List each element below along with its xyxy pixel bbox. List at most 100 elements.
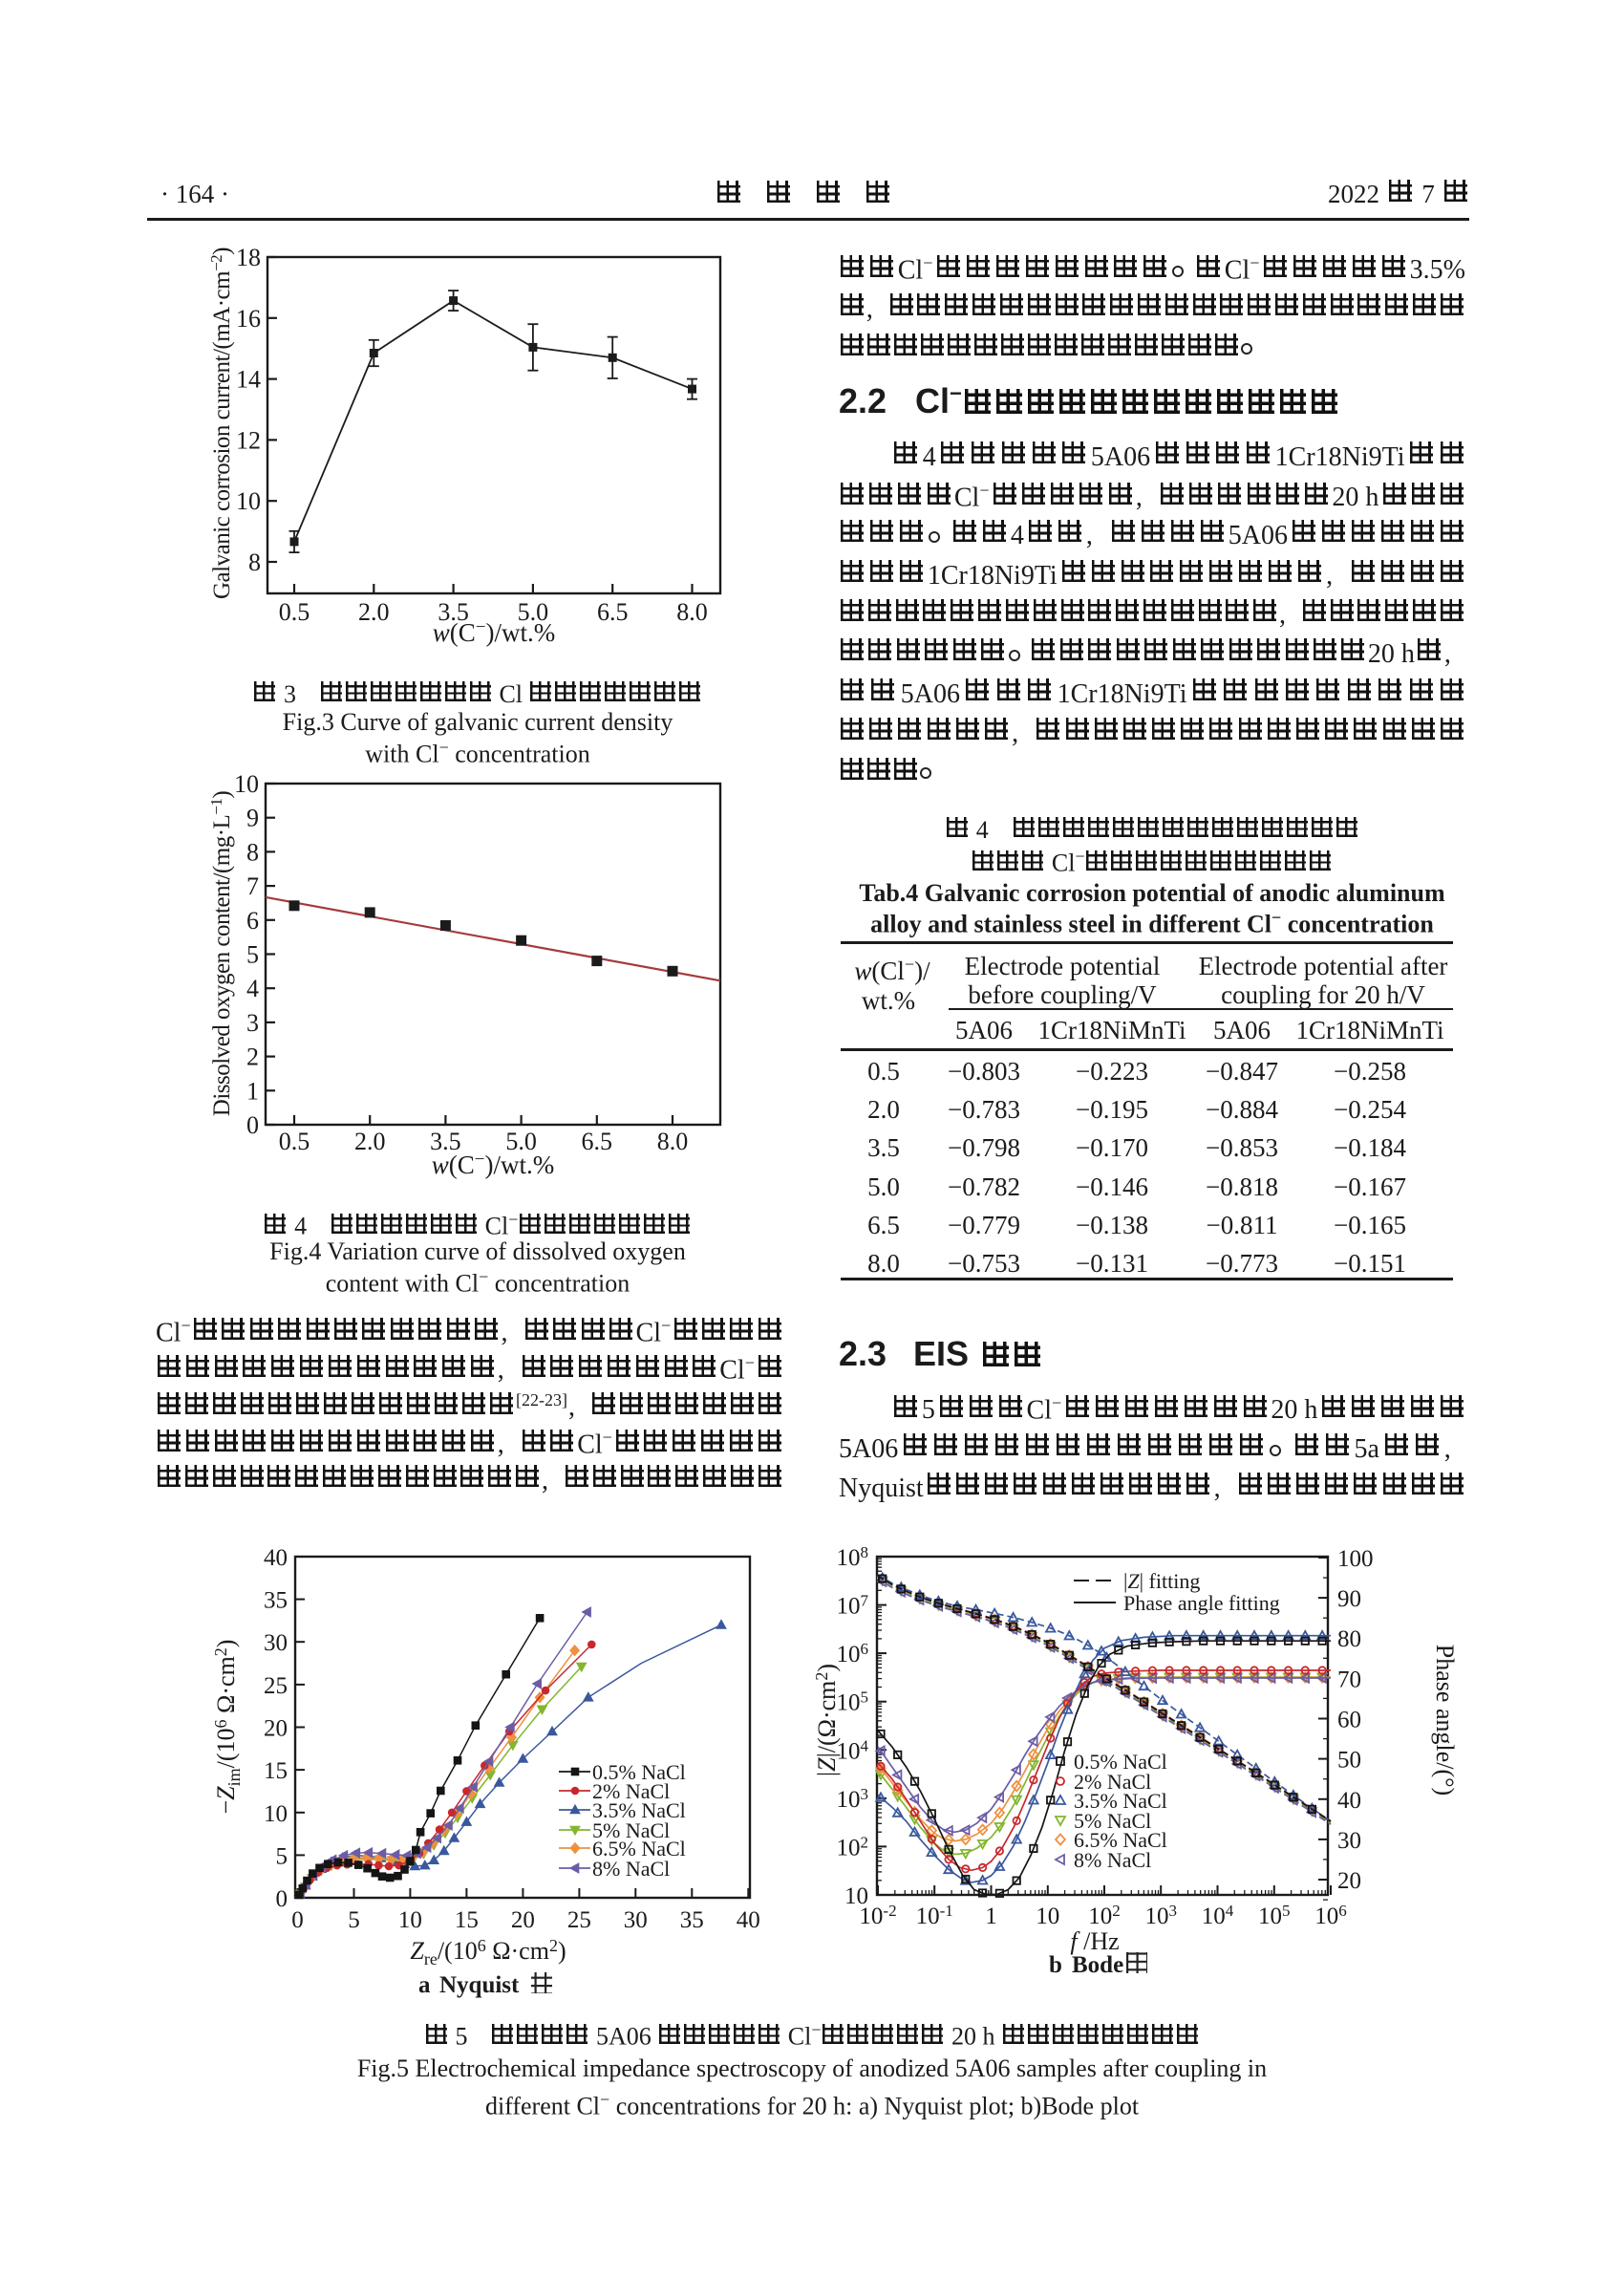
svg-text:5: 5 [276,1843,288,1869]
svg-text:0: 0 [276,1886,288,1912]
svg-text:5% NaCl: 5% NaCl [592,1818,670,1842]
svg-text:−Zim/(106 Ω·cm2): −Zim/(106 Ω·cm2) [211,1640,244,1815]
svg-text:3: 3 [246,1009,259,1037]
svg-text:30: 30 [624,1907,648,1933]
svg-text:106: 106 [1314,1902,1347,1929]
svg-text:104: 104 [837,1736,869,1764]
svg-text:5% NaCl: 5% NaCl [1074,1809,1151,1833]
svg-text:8: 8 [248,548,261,576]
svg-text:25: 25 [567,1907,591,1933]
svg-text:10: 10 [264,1801,288,1827]
svg-text:1: 1 [246,1077,259,1105]
svg-text:14: 14 [236,366,261,394]
svg-text:15: 15 [264,1758,288,1784]
svg-text:Zre/(106 Ω·cm2): Zre/(106 Ω·cm2) [410,1936,566,1968]
svg-text:102: 102 [837,1833,869,1861]
svg-text:9: 9 [246,805,259,832]
svg-text:16: 16 [236,305,261,333]
svg-text:20: 20 [1337,1868,1361,1894]
svg-text:10: 10 [234,770,259,798]
svg-text:5.0: 5.0 [518,598,549,626]
svg-text:0: 0 [246,1111,259,1139]
svg-text:8% NaCl: 8% NaCl [592,1857,670,1881]
svg-text:5: 5 [348,1907,360,1933]
svg-text:2.0: 2.0 [354,1128,386,1155]
svg-text:0.5: 0.5 [279,1128,310,1155]
svg-text:8% NaCl: 8% NaCl [1074,1848,1151,1872]
svg-text:35: 35 [264,1588,288,1614]
svg-text:30: 30 [264,1630,288,1656]
svg-text:0.5% NaCl: 0.5% NaCl [1074,1750,1167,1774]
svg-text:70: 70 [1337,1667,1361,1692]
svg-text:3.5% NaCl: 3.5% NaCl [1074,1789,1167,1813]
svg-text:8.0: 8.0 [676,598,708,626]
svg-text:0: 0 [291,1907,304,1933]
svg-text:10-1: 10-1 [916,1902,953,1929]
svg-text:6.5% NaCl: 6.5% NaCl [592,1837,686,1861]
svg-text:Dissolved oxygen content/(mg·L: Dissolved oxygen content/(mg·L−1) [207,791,235,1117]
svg-text:6.5% NaCl: 6.5% NaCl [1074,1828,1167,1852]
svg-text:w(C−)/wt.%: w(C−)/wt.% [432,1150,554,1179]
svg-text:102: 102 [1088,1902,1121,1929]
svg-text:60: 60 [1337,1708,1361,1733]
svg-text:Nyquist: Nyquist [439,1972,520,1998]
svg-text:|Z|/(Ω·cm2): |Z|/(Ω·cm2) [812,1664,841,1776]
svg-text:2% NaCl: 2% NaCl [1074,1770,1151,1794]
svg-text:106: 106 [837,1640,869,1667]
svg-text:10: 10 [1036,1904,1059,1929]
svg-text:103: 103 [837,1785,869,1813]
svg-text:6.5: 6.5 [597,598,629,626]
svg-text:12: 12 [236,426,261,454]
svg-text:6.5: 6.5 [582,1128,613,1155]
svg-text:2.0: 2.0 [358,598,390,626]
svg-text:6: 6 [246,907,259,935]
svg-text:40: 40 [264,1545,288,1571]
svg-text:107: 107 [837,1592,869,1620]
svg-text:30: 30 [1337,1828,1361,1854]
svg-text:|Z| fitting: |Z| fitting [1123,1569,1200,1593]
svg-text:15: 15 [455,1907,479,1933]
svg-text:10-2: 10-2 [859,1902,896,1929]
svg-text:10: 10 [398,1907,422,1933]
svg-text:100: 100 [1337,1546,1374,1572]
svg-text:104: 104 [1202,1902,1234,1929]
svg-text:Galvanic corrosion current/(mA: Galvanic corrosion current/(mA·cm−2) [207,247,235,599]
svg-text:40: 40 [737,1907,760,1933]
svg-text:50: 50 [1337,1748,1361,1774]
svg-text:105: 105 [837,1688,869,1716]
svg-text:4: 4 [246,975,259,1002]
svg-text:8: 8 [246,838,259,866]
svg-text:20: 20 [511,1907,535,1933]
svg-text:1: 1 [985,1904,997,1929]
svg-text:90: 90 [1337,1586,1361,1612]
svg-text:f /Hz: f /Hz [1070,1927,1119,1955]
svg-text:a: a [418,1972,431,1998]
svg-text:35: 35 [680,1907,704,1933]
svg-text:3.5: 3.5 [430,1128,461,1155]
svg-text:3.5% NaCl: 3.5% NaCl [592,1798,686,1822]
svg-text:3.5: 3.5 [438,598,469,626]
svg-text:10: 10 [236,487,261,515]
svg-text:10: 10 [844,1883,868,1909]
svg-text:40: 40 [1337,1788,1361,1814]
svg-text:18: 18 [236,244,261,271]
svg-text:103: 103 [1144,1902,1177,1929]
svg-text:Phase angle fitting: Phase angle fitting [1123,1591,1280,1615]
svg-text:5.0: 5.0 [505,1128,537,1155]
svg-text:80: 80 [1337,1626,1361,1652]
svg-text:7: 7 [246,872,259,900]
svg-text:8.0: 8.0 [657,1128,689,1155]
svg-text:20: 20 [264,1716,288,1742]
svg-text:2: 2 [246,1043,259,1071]
svg-text:Phase angle/(°): Phase angle/(°) [1431,1645,1459,1796]
svg-text:108: 108 [837,1543,869,1571]
svg-text:b: b [1049,1952,1062,1978]
svg-text:2% NaCl: 2% NaCl [592,1779,670,1803]
svg-text:5: 5 [246,941,259,969]
svg-text:w(C−)/wt.%: w(C−)/wt.% [433,617,555,647]
svg-text:105: 105 [1258,1902,1291,1929]
svg-text:25: 25 [264,1673,288,1699]
svg-text:0.5: 0.5 [279,598,310,626]
svg-text:0.5% NaCl: 0.5% NaCl [592,1760,686,1784]
svg-text:Bode: Bode [1072,1952,1123,1978]
